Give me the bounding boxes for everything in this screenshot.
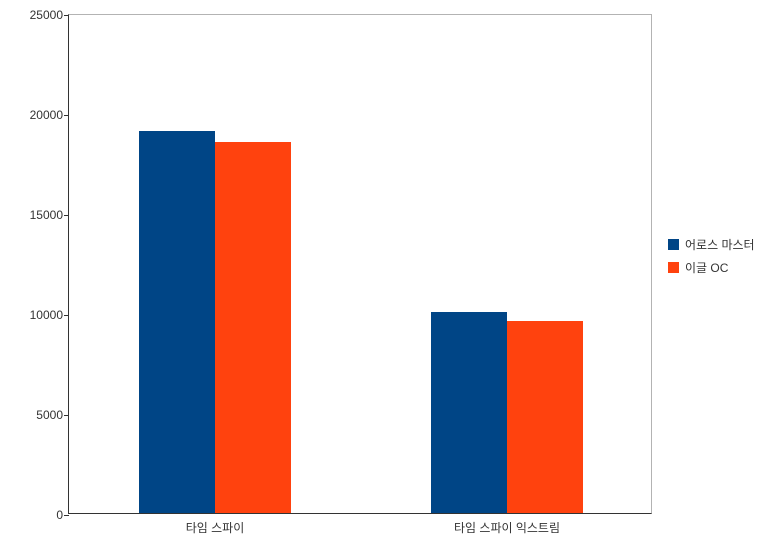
y-tick-mark xyxy=(64,415,69,416)
bar xyxy=(507,321,583,513)
legend: 어로스 마스터이글 OC xyxy=(668,236,755,282)
legend-label: 어로스 마스터 xyxy=(685,236,755,253)
legend-swatch xyxy=(668,262,679,273)
plot-area: 0500010000150002000025000타임 스파이타임 스파이 익스… xyxy=(68,14,652,514)
y-tick-mark xyxy=(64,115,69,116)
y-tick-mark xyxy=(64,515,69,516)
y-tick-mark xyxy=(64,215,69,216)
bar-chart: 0 5000 10000 15000 20000 25000 타임 스파이 타임 스파이 익스… xyxy=(0,0,781,556)
bar xyxy=(139,131,215,513)
y-tick-label: 15000 xyxy=(30,208,63,222)
x-tick-label: 타임 스파이 xyxy=(186,519,245,536)
y-tick-label: 20000 xyxy=(30,108,63,122)
bar xyxy=(431,312,507,513)
bar xyxy=(215,142,291,513)
x-tick-label: 타임 스파이 익스트림 xyxy=(454,519,560,536)
y-tick-label: 10000 xyxy=(30,308,63,322)
y-tick-label: 0 xyxy=(56,508,63,522)
legend-swatch xyxy=(668,239,679,250)
y-tick-mark xyxy=(64,15,69,16)
y-tick-label: 25000 xyxy=(30,8,63,22)
legend-item: 어로스 마스터 xyxy=(668,236,755,253)
y-tick-mark xyxy=(64,315,69,316)
y-tick-label: 5000 xyxy=(36,408,63,422)
legend-item: 이글 OC xyxy=(668,259,755,276)
legend-label: 이글 OC xyxy=(685,259,728,276)
